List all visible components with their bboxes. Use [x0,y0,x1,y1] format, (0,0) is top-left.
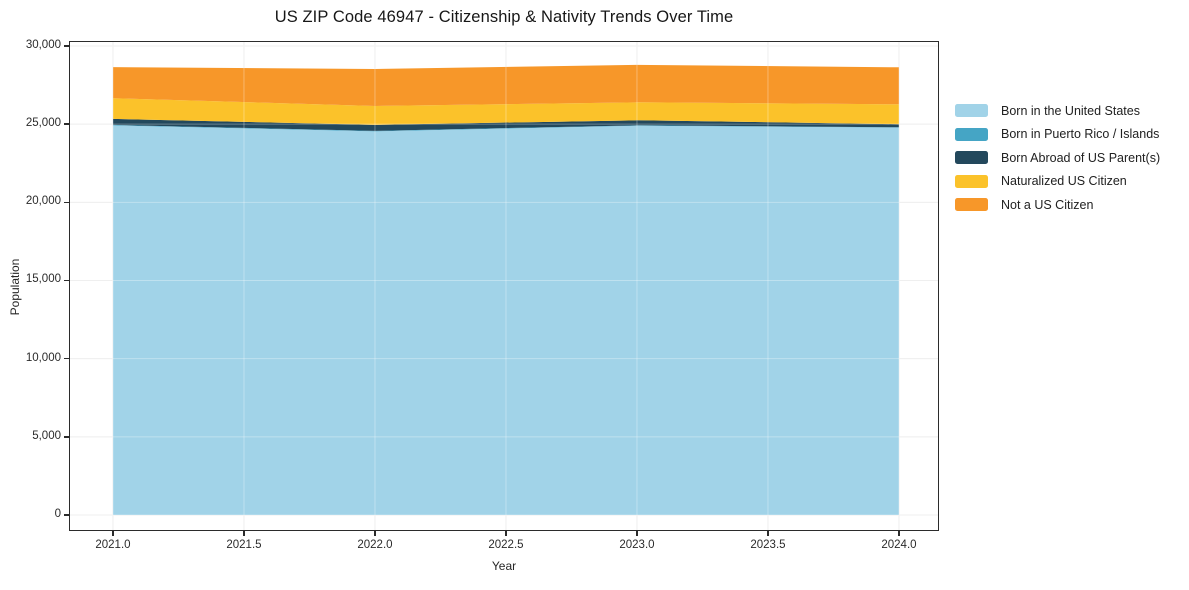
y-tick-mark [64,201,69,204]
y-tick-label: 0 [54,507,61,520]
legend-item-born-in-us: Born in the United States [955,103,1160,118]
y-tick-label: 25,000 [25,117,61,130]
y-tick-label: 10,000 [25,351,61,364]
x-tick-label: 2024.0 [881,539,917,551]
legend-swatch-naturalized [955,174,988,188]
legend-label: Born in the United States [1001,103,1140,118]
area-born-in-puerto-rico-islands [113,124,899,132]
x-tick-mark [243,531,245,536]
area-born-in-the-united-states [113,125,899,516]
x-tick-mark [505,531,507,536]
x-tick-label: 2023.0 [619,539,655,551]
y-axis-title: Population [8,258,22,316]
legend-swatch-born-puerto-rico [955,127,988,141]
legend-label: Born in Puerto Rico / Islands [1001,127,1160,141]
x-tick-label: 2023.5 [750,539,786,551]
legend-item-born-puerto-rico: Born in Puerto Rico / Islands [955,127,1160,141]
x-tick-label: 2022.0 [357,539,393,551]
legend-label: Born Abroad of US Parent(s) [1001,150,1161,165]
x-tick-mark [112,531,114,536]
area-naturalized-us-citizen [113,98,899,125]
y-tick-mark [64,357,69,360]
y-tick-mark [64,436,69,438]
area-born-abroad-of-us-parent-s- [113,118,899,131]
x-tick-mark [898,531,900,536]
area-not-a-us-citizen [113,64,899,106]
legend-label: Not a US Citizen [1001,197,1094,212]
y-tick-label: 5,000 [32,429,61,442]
stacked-area-chart [70,42,938,530]
y-tick-label: 15,000 [25,273,61,286]
y-tick-mark [64,123,69,125]
x-tick-label: 2022.5 [488,539,524,551]
y-tick-mark [64,45,69,47]
x-tick-mark [767,531,769,536]
chart-title: US ZIP Code 46947 - Citizenship & Nativi… [274,8,734,26]
x-tick-label: 2021.0 [95,539,131,551]
legend: Born in the United States Born in Puerto… [955,104,1160,222]
legend-item-not-citizen: Not a US Citizen [955,197,1160,212]
legend-item-born-abroad: Born Abroad of US Parent(s) [955,150,1161,165]
legend-swatch-not-citizen [955,198,988,211]
legend-swatch-born-in-us [955,104,988,117]
y-tick-mark [64,279,69,282]
x-tick-mark [636,531,638,536]
x-axis-title: Year [491,559,517,573]
y-tick-label: 20,000 [25,195,61,208]
plot-area [69,41,939,531]
y-tick-mark [64,514,69,516]
legend-item-naturalized: Naturalized US Citizen [955,174,1160,188]
x-tick-mark [374,531,376,536]
y-tick-label: 30,000 [25,39,61,51]
legend-swatch-born-abroad [955,151,988,164]
legend-label: Naturalized US Citizen [1001,174,1127,188]
x-tick-label: 2021.5 [226,539,262,551]
